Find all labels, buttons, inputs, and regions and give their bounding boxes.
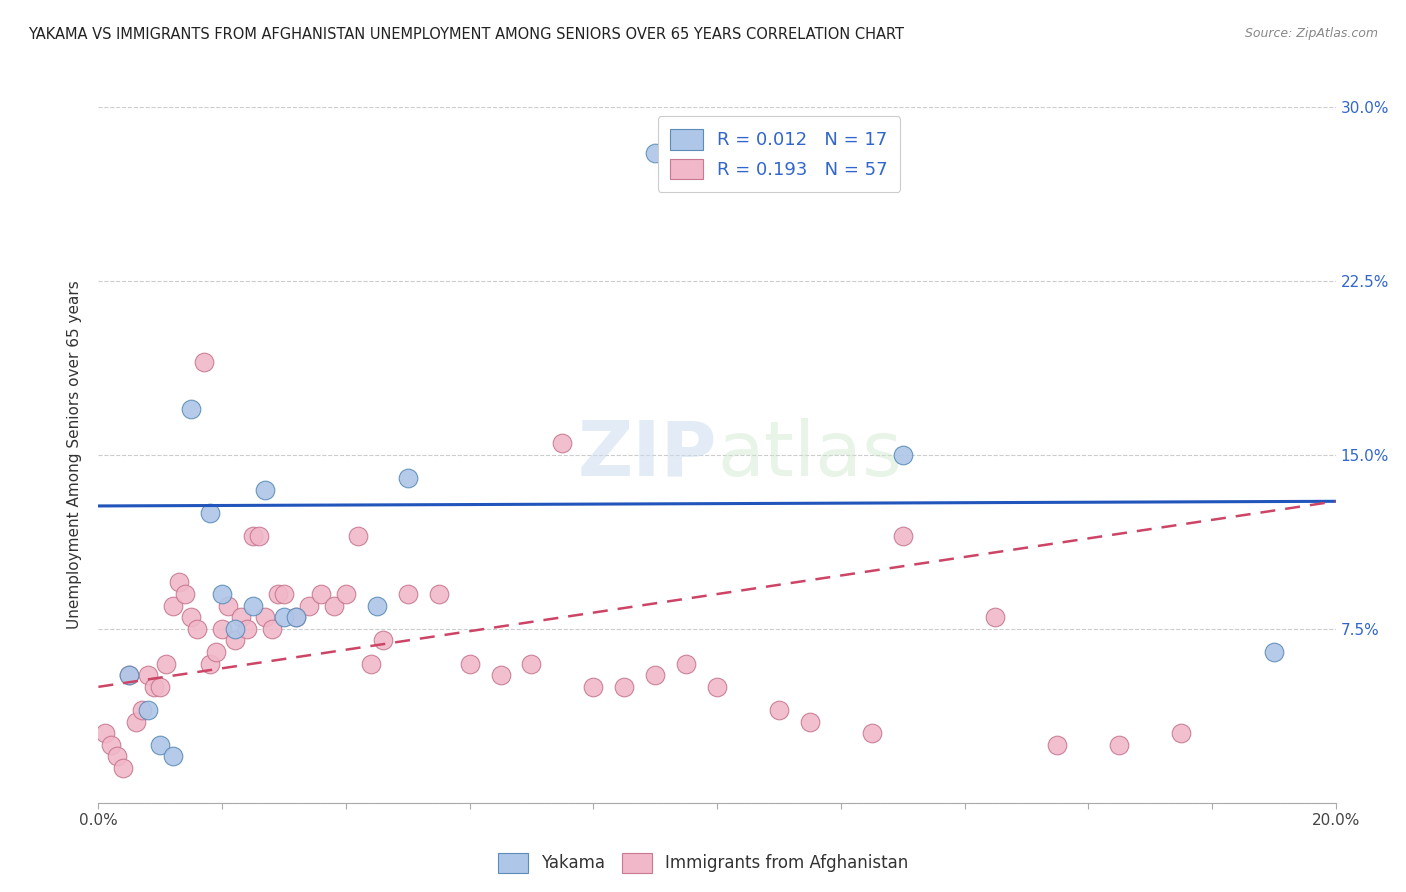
Point <box>254 483 277 497</box>
Point <box>118 668 141 682</box>
Point <box>155 657 177 671</box>
Point <box>247 529 270 543</box>
Point <box>136 703 159 717</box>
Point <box>322 599 344 613</box>
Point <box>162 599 184 613</box>
Point <box>131 703 153 717</box>
Point <box>1263 645 1285 659</box>
Point <box>613 680 636 694</box>
Point <box>371 633 394 648</box>
Point <box>118 668 141 682</box>
Point <box>396 471 419 485</box>
Point <box>891 529 914 543</box>
Point <box>1170 726 1192 740</box>
Point <box>143 680 166 694</box>
Point <box>174 587 197 601</box>
Point <box>254 610 277 624</box>
Point <box>520 657 543 671</box>
Point <box>366 599 388 613</box>
Point <box>180 610 202 624</box>
Point <box>298 599 321 613</box>
Point <box>217 599 239 613</box>
Point <box>396 587 419 601</box>
Point <box>347 529 370 543</box>
Point <box>551 436 574 450</box>
Y-axis label: Unemployment Among Seniors over 65 years: Unemployment Among Seniors over 65 years <box>67 281 83 629</box>
Point <box>224 622 246 636</box>
Point <box>149 680 172 694</box>
Point <box>360 657 382 671</box>
Point <box>211 622 233 636</box>
Point <box>193 355 215 369</box>
Point <box>242 529 264 543</box>
Point <box>489 668 512 682</box>
Point <box>198 506 221 520</box>
Point <box>112 761 135 775</box>
Point <box>335 587 357 601</box>
Point <box>205 645 228 659</box>
Point <box>273 610 295 624</box>
Point <box>768 703 790 717</box>
Point <box>229 610 252 624</box>
Point <box>1108 738 1130 752</box>
Point <box>242 599 264 613</box>
Point <box>582 680 605 694</box>
Point <box>285 610 308 624</box>
Point <box>211 587 233 601</box>
Text: YAKAMA VS IMMIGRANTS FROM AFGHANISTAN UNEMPLOYMENT AMONG SENIORS OVER 65 YEARS C: YAKAMA VS IMMIGRANTS FROM AFGHANISTAN UN… <box>28 27 904 42</box>
Text: ZIP: ZIP <box>578 418 717 491</box>
Point <box>180 401 202 416</box>
Point <box>273 587 295 601</box>
Point <box>644 668 666 682</box>
Point <box>458 657 481 671</box>
Point <box>167 575 190 590</box>
Text: atlas: atlas <box>717 418 901 491</box>
Point <box>675 657 697 671</box>
Point <box>136 668 159 682</box>
Point <box>799 714 821 729</box>
Point <box>93 726 115 740</box>
Point <box>427 587 450 601</box>
Point <box>984 610 1007 624</box>
Point <box>644 146 666 161</box>
Point <box>285 610 308 624</box>
Point <box>224 633 246 648</box>
Point <box>186 622 208 636</box>
Point <box>236 622 259 636</box>
Point <box>100 738 122 752</box>
Point <box>891 448 914 462</box>
Point <box>706 680 728 694</box>
Legend: R = 0.012   N = 17, R = 0.193   N = 57: R = 0.012 N = 17, R = 0.193 N = 57 <box>658 116 900 192</box>
Point <box>260 622 283 636</box>
Point <box>105 749 128 764</box>
Point <box>309 587 332 601</box>
Text: Source: ZipAtlas.com: Source: ZipAtlas.com <box>1244 27 1378 40</box>
Legend: Yakama, Immigrants from Afghanistan: Yakama, Immigrants from Afghanistan <box>491 847 915 880</box>
Point <box>860 726 883 740</box>
Point <box>198 657 221 671</box>
Point <box>162 749 184 764</box>
Point <box>1046 738 1069 752</box>
Point <box>124 714 146 729</box>
Point <box>267 587 290 601</box>
Point <box>149 738 172 752</box>
